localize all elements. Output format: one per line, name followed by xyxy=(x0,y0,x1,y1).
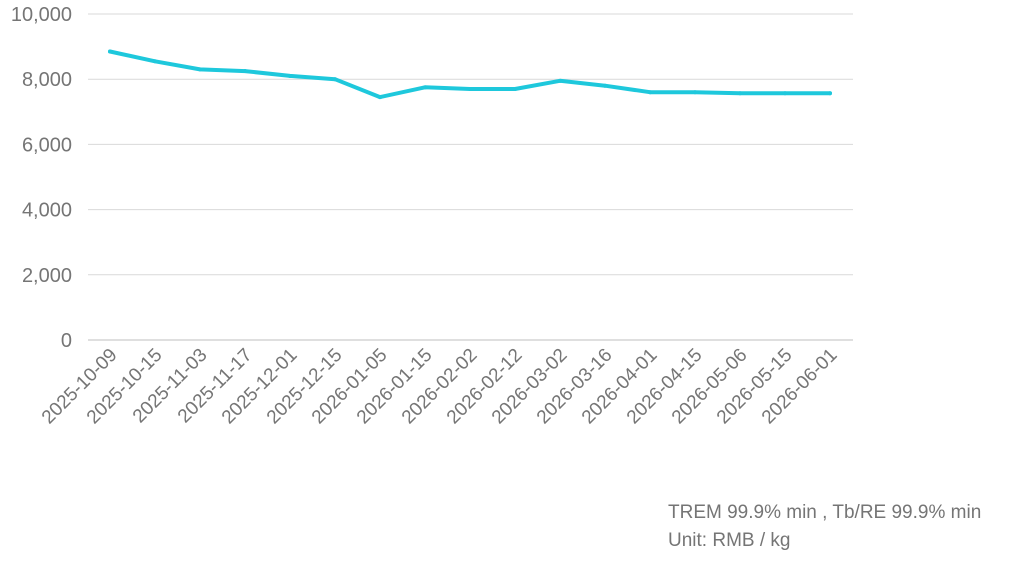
chart-note-unit: Unit: RMB / kg xyxy=(668,530,791,551)
series-layer xyxy=(108,49,832,100)
data-point xyxy=(288,73,292,78)
x-axis-ticks: 2025-10-092025-10-152025-11-032025-11-17… xyxy=(38,345,842,429)
data-point xyxy=(693,90,697,95)
y-tick-label: 2,000 xyxy=(22,265,72,287)
data-point xyxy=(738,91,742,96)
y-tick-label: 0 xyxy=(61,330,72,352)
y-tick-label: 6,000 xyxy=(22,134,72,156)
y-tick-label: 4,000 xyxy=(22,200,72,222)
y-tick-label: 8,000 xyxy=(22,69,72,91)
data-point xyxy=(423,85,427,90)
y-tick-label: 10,000 xyxy=(11,4,72,26)
data-point xyxy=(783,91,787,96)
data-point xyxy=(378,95,382,100)
data-point xyxy=(468,86,472,91)
data-point xyxy=(198,67,202,72)
gridlines xyxy=(88,13,853,341)
chart-note-product: TREM 99.9% min , Tb/RE 99.9% min xyxy=(668,502,982,523)
data-point xyxy=(828,91,832,96)
data-point xyxy=(648,90,652,95)
data-point xyxy=(153,59,157,64)
data-point xyxy=(243,69,247,74)
data-point xyxy=(558,78,562,83)
y-axis-ticks: 0 2,000 4,000 6,000 8,000 10,000 xyxy=(11,4,72,352)
data-point xyxy=(108,49,112,54)
data-point xyxy=(333,77,337,82)
data-point xyxy=(513,86,517,91)
data-point xyxy=(603,83,607,88)
